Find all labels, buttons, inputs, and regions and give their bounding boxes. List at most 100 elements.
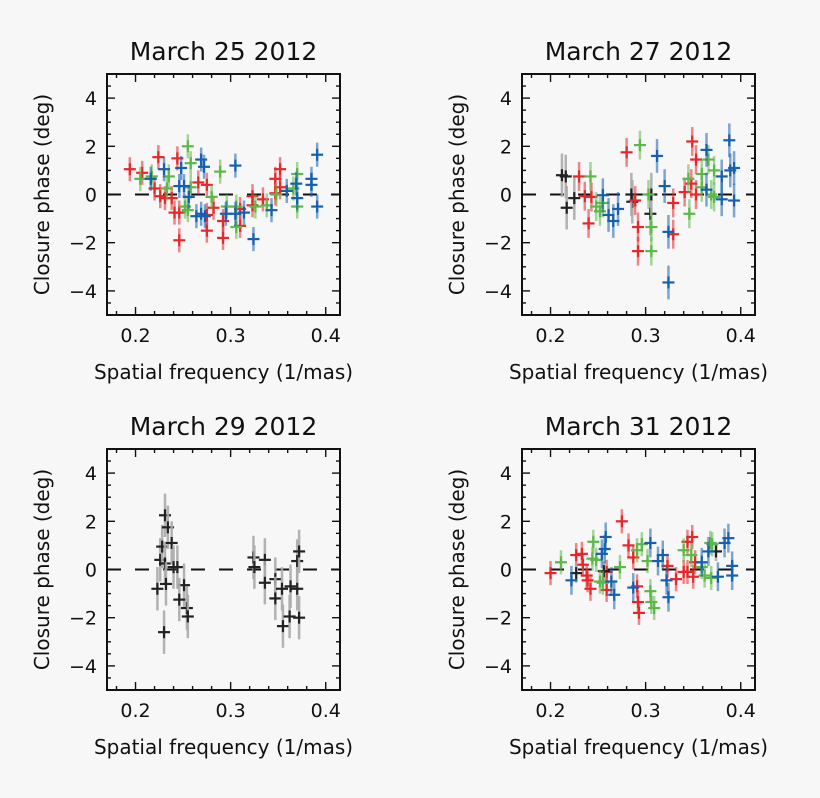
data-point <box>173 200 186 225</box>
data-point <box>632 212 645 242</box>
data-point <box>247 227 260 252</box>
x-tick-label: 0.4 <box>726 700 756 722</box>
data-point <box>645 589 658 615</box>
series-1 <box>151 493 306 654</box>
series-1 <box>123 145 287 253</box>
data-point <box>181 594 194 639</box>
chart-title: March 27 2012 <box>545 37 733 66</box>
x-tick-label: 0.4 <box>311 700 341 722</box>
data-point <box>687 564 700 589</box>
series-3 <box>554 529 719 621</box>
data-point <box>722 523 735 553</box>
panel-4: March 31 2012 Spatial frequency (1/mas) Cl… <box>445 412 768 759</box>
data-point <box>144 166 157 191</box>
data-point <box>632 600 645 625</box>
y-tick-label: −2 <box>484 608 512 630</box>
data-point <box>275 567 288 611</box>
data-point <box>184 175 197 200</box>
data-point <box>171 545 184 589</box>
data-point <box>269 576 282 621</box>
data-point <box>633 130 646 160</box>
data-point <box>311 142 324 167</box>
x-axis-label: Spatial frequency (1/mas) <box>94 735 353 759</box>
chart-title: March 25 2012 <box>130 37 318 66</box>
data-point <box>708 155 721 185</box>
data-point <box>311 194 324 219</box>
data-point <box>568 176 581 220</box>
data-point <box>160 176 173 201</box>
data-point <box>560 186 573 230</box>
panel-3: March 29 2012 Spatial frequency (1/mas) Cl… <box>30 412 353 759</box>
y-tick-label: −2 <box>484 233 512 255</box>
data-point <box>645 236 658 266</box>
panel-2: March 27 2012 Spatial frequency (1/mas) Cl… <box>445 37 768 384</box>
data-point <box>705 565 718 590</box>
data-point <box>695 547 708 577</box>
data-point <box>182 184 195 209</box>
data-point <box>173 228 186 253</box>
x-tick-label: 0.3 <box>216 700 246 722</box>
data-point <box>662 265 675 300</box>
data-point <box>651 139 664 173</box>
data-point <box>200 218 213 243</box>
data-point <box>554 550 567 575</box>
data-point <box>612 192 625 226</box>
data-point <box>136 160 149 185</box>
data-point <box>229 201 242 226</box>
y-tick-label: 0 <box>85 185 97 207</box>
data-point <box>291 186 304 211</box>
x-axis-label: Spatial frequency (1/mas) <box>509 360 768 384</box>
data-point <box>305 172 318 197</box>
data-point <box>175 155 188 181</box>
data-point <box>192 170 205 195</box>
data-point <box>690 180 703 209</box>
y-axis-label: Closure phase (deg) <box>30 469 54 670</box>
data-point <box>642 180 655 209</box>
data-point <box>217 225 230 250</box>
data-point <box>632 236 645 266</box>
data-point <box>123 157 136 182</box>
y-tick-label: −4 <box>69 281 97 303</box>
data-point <box>644 528 657 558</box>
data-point <box>635 532 648 557</box>
series-4 <box>565 522 739 612</box>
data-point <box>620 137 633 167</box>
chart-title: March 31 2012 <box>545 412 733 441</box>
series-3 <box>144 142 324 252</box>
data-point <box>181 134 194 159</box>
data-point <box>205 184 218 209</box>
data-point <box>629 186 642 215</box>
y-tick-label: 0 <box>500 185 512 207</box>
panel-1: March 25 2012 Spatial frequency (1/mas) Cl… <box>30 37 353 384</box>
data-point <box>685 542 698 568</box>
x-tick-label: 0.2 <box>535 325 565 347</box>
data-point <box>726 561 739 590</box>
data-point <box>667 188 680 218</box>
y-tick-label: 2 <box>500 136 512 158</box>
data-point <box>715 182 728 217</box>
data-point <box>544 561 557 586</box>
x-tick-label: 0.2 <box>120 325 150 347</box>
y-axis-label: Closure phase (deg) <box>30 94 54 295</box>
data-point <box>682 164 695 194</box>
y-tick-label: 4 <box>500 463 512 485</box>
y-tick-label: −4 <box>69 656 97 678</box>
data-point <box>700 133 713 167</box>
data-point <box>613 555 626 580</box>
data-point <box>152 145 165 170</box>
data-point <box>584 161 597 191</box>
series-3 <box>584 130 721 266</box>
plot-frame <box>106 73 341 316</box>
data-point <box>573 161 586 191</box>
data-point <box>708 182 721 212</box>
data-point <box>690 145 703 175</box>
data-point <box>728 151 741 185</box>
plot-frame <box>521 448 756 691</box>
y-axis-label: Closure phase (deg) <box>445 469 469 670</box>
x-tick-label: 0.4 <box>311 325 341 347</box>
data-point <box>207 195 220 220</box>
data-point <box>700 172 713 207</box>
y-tick-label: 2 <box>500 511 512 533</box>
data-point <box>159 562 172 606</box>
